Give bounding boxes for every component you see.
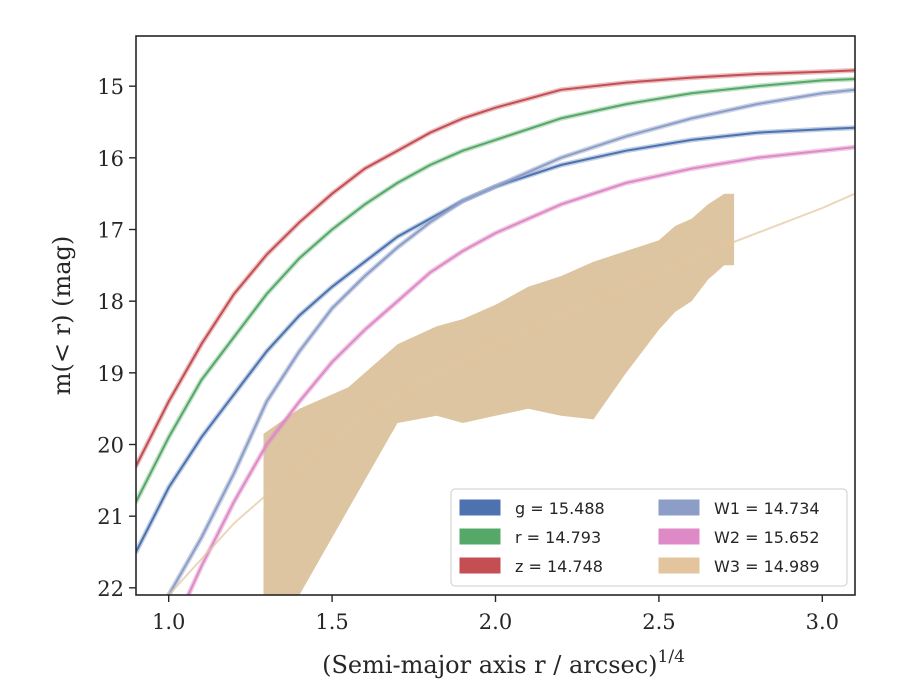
series-line-w2 [187,146,855,595]
y-tick-label-6: 21 [97,505,124,529]
x-tick-label-3: 2.5 [642,610,675,634]
series-glow-r [136,76,855,505]
x-tick-label-1: 1.5 [315,610,348,634]
y-tick-label-2: 17 [97,219,124,243]
legend-swatch-w3 [658,557,700,574]
legend-swatch-w1 [658,499,700,516]
x-tick-label-0: 1.0 [152,610,185,634]
legend-swatch-r [459,528,501,545]
y-tick-label-4: 19 [97,362,124,386]
legend-swatch-g [459,499,501,516]
legend-label-g: g = 15.488 [515,499,605,518]
x-axis-label: (Semi-major axis r / arcsec)1/4 [322,647,685,679]
y-tick-label-5: 20 [97,434,124,458]
y-tick-label-0: 15 [97,75,124,99]
y-axis-label: m(< r) (mag) [48,236,76,395]
y-tick-label-3: 18 [97,290,124,314]
legend-box [450,488,848,587]
series-line-g [136,126,855,553]
y-tick-label-1: 16 [97,147,124,171]
w3-band [263,193,735,595]
legend-label-w1: W1 = 14.734 [714,499,820,518]
legend: g = 15.488 r = 14.793 z = 14.748 W1 = 14.73… [450,488,848,587]
legend-label-z: z = 14.748 [515,557,603,576]
legend-label-w2: W2 = 15.652 [714,528,820,547]
series-line-w1 [167,88,855,595]
series-line-r [136,78,855,503]
x-axis-label-exponent: 1/4 [658,647,685,667]
series-line-w3 [167,192,855,595]
legend-swatch-w2 [658,528,700,545]
x-tick-label-2: 2.0 [479,610,512,634]
x-axis-label-main: (Semi-major axis r / arcsec) [322,651,657,679]
x-tick-label-4: 3.0 [806,610,839,634]
plot-area [136,67,855,595]
legend-swatch-z [459,557,501,574]
legend-label-r: r = 14.793 [515,528,601,547]
y-tick-label-7: 22 [97,577,124,601]
legend-label-w3: W3 = 14.989 [714,557,820,576]
series-line-z [136,69,855,467]
